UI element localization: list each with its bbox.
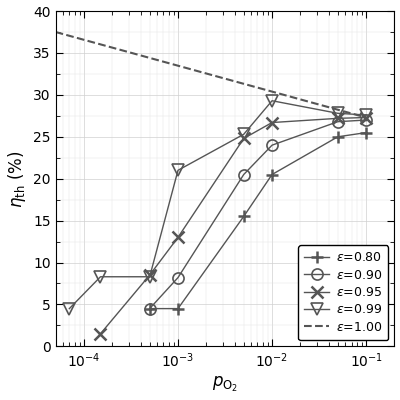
$\varepsilon$=0.90 [176, 275, 180, 280]
$\varepsilon$=0.80 [176, 306, 180, 311]
$\varepsilon$=0.95 [336, 116, 340, 121]
Line: $\varepsilon$=0.99: $\varepsilon$=0.99 [63, 94, 372, 315]
$\varepsilon$=0.80 [336, 134, 340, 139]
$\varepsilon$=0.80 [364, 130, 368, 135]
$\varepsilon$=0.95 [147, 273, 152, 278]
$\varepsilon$=0.99 [364, 112, 368, 117]
$\varepsilon$=0.80 [147, 306, 152, 311]
$\varepsilon$=1.00 [53, 30, 58, 34]
$\varepsilon$=0.80 [270, 172, 274, 177]
$\varepsilon$=0.95 [364, 115, 368, 120]
$\varepsilon$=0.99 [147, 274, 152, 279]
$\varepsilon$=0.90 [336, 119, 340, 124]
$\varepsilon$=0.99 [67, 306, 72, 311]
$\varepsilon$=0.95 [241, 136, 246, 141]
$\varepsilon$=1.00 [364, 115, 368, 120]
$\varepsilon$=0.99 [176, 168, 180, 173]
$\varepsilon$=0.95 [98, 331, 103, 336]
$\varepsilon$=0.90 [241, 172, 246, 177]
Line: $\varepsilon$=0.95: $\varepsilon$=0.95 [94, 111, 372, 340]
Legend: $\varepsilon$=0.80, $\varepsilon$=0.90, $\varepsilon$=0.95, $\varepsilon$=0.99, : $\varepsilon$=0.80, $\varepsilon$=0.90, … [298, 245, 388, 340]
$\varepsilon$=0.99 [336, 111, 340, 116]
$\varepsilon$=0.90 [364, 118, 368, 122]
$\varepsilon$=0.90 [147, 306, 152, 311]
$\varepsilon$=0.99 [241, 132, 246, 137]
$\varepsilon$=0.95 [176, 235, 180, 240]
$\varepsilon$=0.99 [270, 98, 274, 103]
$\varepsilon$=0.90 [270, 143, 274, 148]
Line: $\varepsilon$=0.80: $\varepsilon$=0.80 [144, 126, 372, 315]
X-axis label: $p_{\mathrm{O_2}}$: $p_{\mathrm{O_2}}$ [212, 375, 238, 394]
Y-axis label: $\eta_{\mathrm{th}}$ (%): $\eta_{\mathrm{th}}$ (%) [6, 150, 28, 208]
$\varepsilon$=0.95 [270, 120, 274, 125]
$\varepsilon$=0.99 [98, 274, 103, 279]
$\varepsilon$=0.80 [241, 214, 246, 219]
Line: $\varepsilon$=0.90: $\varepsilon$=0.90 [144, 114, 372, 314]
Line: $\varepsilon$=1.00: $\varepsilon$=1.00 [56, 32, 366, 118]
